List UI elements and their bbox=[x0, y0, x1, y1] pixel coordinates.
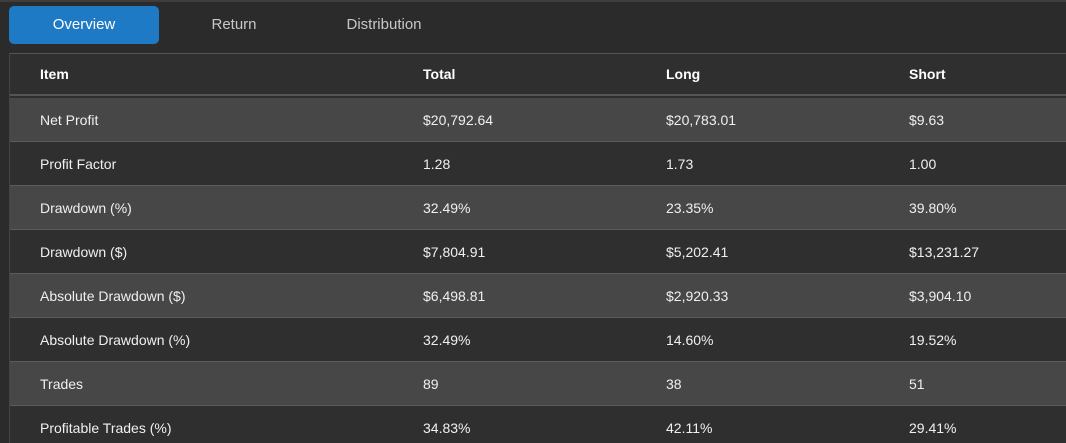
table-row[interactable]: Net Profit $20,792.64 $20,783.01 $9.63 bbox=[10, 98, 1066, 142]
cell-total: $7,804.91 bbox=[423, 243, 486, 260]
cell-item: Profit Factor bbox=[40, 155, 117, 172]
cell-long: $2,920.33 bbox=[666, 287, 729, 304]
table-row[interactable]: Drawdown (%) 32.49% 23.35% 39.80% bbox=[10, 186, 1066, 230]
table-row[interactable]: Trades 89 38 51 bbox=[10, 362, 1066, 406]
cell-item: Drawdown (%) bbox=[40, 199, 132, 216]
statistics-table: Item Total Long Short Net Profit $20,792.… bbox=[9, 53, 1066, 443]
cell-total: 34.83% bbox=[423, 419, 471, 436]
cell-long: 14.60% bbox=[666, 331, 714, 348]
cell-long: 23.35% bbox=[666, 199, 714, 216]
cell-short: 51 bbox=[909, 375, 925, 392]
cell-total: 32.49% bbox=[423, 199, 471, 216]
cell-total: 89 bbox=[423, 375, 439, 392]
column-header-long[interactable]: Long bbox=[666, 66, 701, 82]
cell-long: $5,202.41 bbox=[666, 243, 729, 260]
cell-short: 39.80% bbox=[909, 199, 957, 216]
tab-return[interactable]: Return bbox=[211, 16, 257, 33]
cell-item: Absolute Drawdown ($) bbox=[40, 287, 186, 304]
cell-short: 19.52% bbox=[909, 331, 957, 348]
cell-short: 29.41% bbox=[909, 419, 957, 436]
cell-item: Absolute Drawdown (%) bbox=[40, 331, 191, 348]
cell-total: 32.49% bbox=[423, 331, 471, 348]
table-row[interactable]: Absolute Drawdown ($) $6,498.81 $2,920.33 $… bbox=[10, 274, 1066, 318]
cell-short: 1.00 bbox=[909, 155, 937, 172]
cell-short: $13,231.27 bbox=[909, 243, 980, 260]
column-header-item[interactable]: Item bbox=[40, 66, 69, 82]
table-row[interactable]: Absolute Drawdown (%) 32.49% 14.60% 19.52% bbox=[10, 318, 1066, 362]
table-row[interactable]: Profitable Trades (%) 34.83% 42.11% 29.41% bbox=[10, 406, 1066, 443]
cell-long: 38 bbox=[666, 375, 682, 392]
column-header-short[interactable]: Short bbox=[909, 66, 946, 82]
cell-long: 42.11% bbox=[666, 419, 713, 436]
cell-short: $3,904.10 bbox=[909, 287, 972, 304]
cell-total: $20,792.64 bbox=[423, 111, 494, 128]
cell-total: 1.28 bbox=[423, 155, 451, 172]
table-row[interactable]: Drawdown ($) $7,804.91 $5,202.41 $13,231.27 bbox=[10, 230, 1066, 274]
cell-item: Net Profit bbox=[40, 111, 99, 128]
cell-long: 1.73 bbox=[666, 155, 694, 172]
table-row[interactable]: Profit Factor 1.28 1.73 1.00 bbox=[10, 142, 1066, 186]
table-header-row: Item Total Long Short bbox=[10, 54, 1066, 96]
cell-short: $9.63 bbox=[909, 111, 945, 128]
tab-overview[interactable]: Overview bbox=[9, 6, 159, 44]
column-header-total[interactable]: Total bbox=[423, 66, 456, 82]
cell-item: Trades bbox=[40, 375, 84, 392]
cell-total: $6,498.81 bbox=[423, 287, 486, 304]
tab-bar: Overview Return Distribution bbox=[0, 2, 1066, 54]
cell-item: Profitable Trades (%) bbox=[40, 419, 172, 436]
tab-distribution[interactable]: Distribution bbox=[346, 16, 422, 33]
cell-item: Drawdown ($) bbox=[40, 243, 128, 260]
cell-long: $20,783.01 bbox=[666, 111, 737, 128]
